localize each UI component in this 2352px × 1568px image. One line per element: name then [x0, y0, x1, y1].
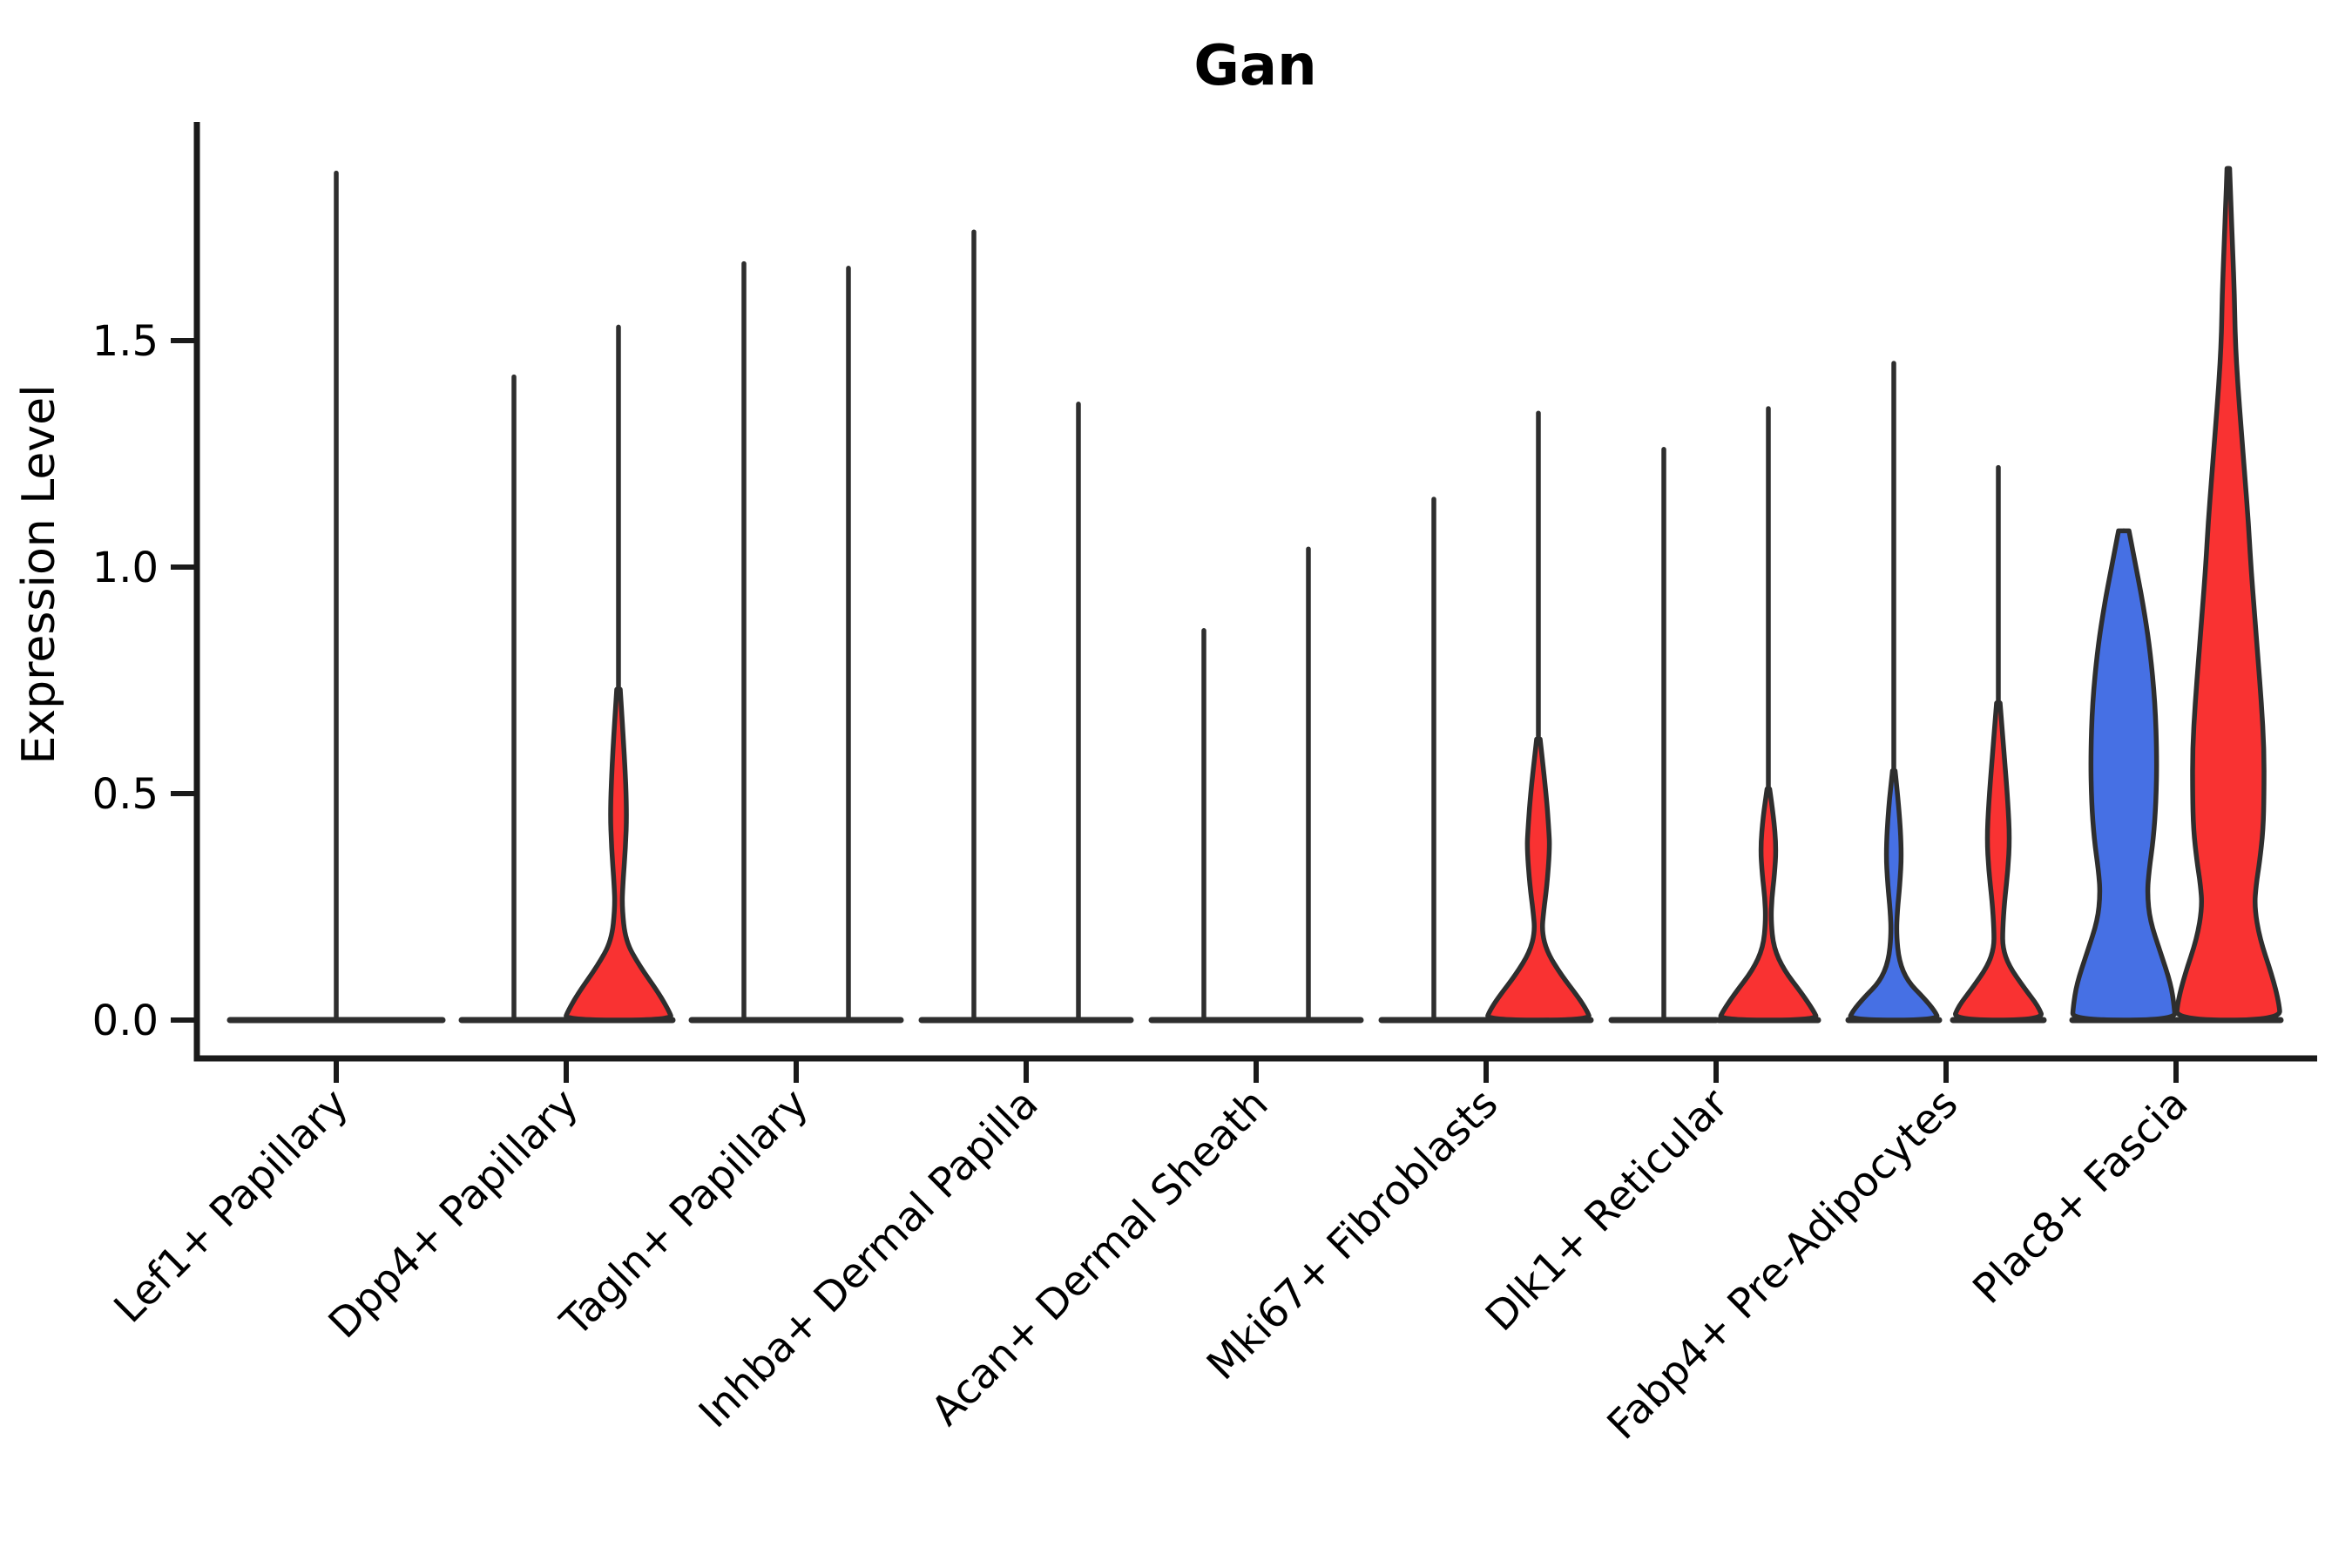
- violin-body-blue: [1848, 768, 1940, 1023]
- violin-body-blue: [2070, 528, 2178, 1023]
- y-tick-label: 1.0: [92, 544, 159, 592]
- x-tick-label: Tagln+ Papillary: [551, 1080, 818, 1347]
- y-tick-label: 0.5: [92, 770, 159, 819]
- violin-body-red: [1953, 700, 2044, 1023]
- y-tick-label: 0.0: [92, 997, 159, 1045]
- x-tick-label: Plac8+ Fascia: [1964, 1080, 2198, 1314]
- y-tick-label: 1.5: [92, 317, 159, 366]
- y-axis-label: Expression Level: [13, 384, 65, 764]
- violin-body-red: [1718, 787, 1819, 1023]
- x-tick-label: Dpp4+ Papillary: [320, 1080, 588, 1348]
- x-tick-label: Lef1+ Papillary: [105, 1080, 358, 1333]
- violin-body-red: [2174, 166, 2282, 1023]
- violin-body-red: [564, 686, 673, 1023]
- x-tick-label: Dlk1+ Reticular: [1477, 1079, 1738, 1341]
- violin-body-red: [1485, 736, 1592, 1023]
- chart-title: Gan: [1193, 34, 1316, 98]
